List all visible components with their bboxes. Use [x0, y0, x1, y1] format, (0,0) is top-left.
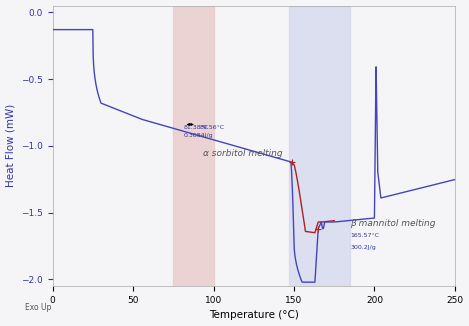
- Bar: [289, 6, 350, 286]
- Text: 89.56°C: 89.56°C: [200, 125, 225, 130]
- Bar: [174, 6, 213, 286]
- Text: 0.3684J/g: 0.3684J/g: [184, 133, 213, 138]
- Text: 165.57°C: 165.57°C: [350, 233, 379, 238]
- Text: 81.38°C: 81.38°C: [184, 125, 209, 130]
- X-axis label: Temperature (°C): Temperature (°C): [209, 310, 299, 320]
- Text: 300.2J/g: 300.2J/g: [350, 245, 376, 250]
- Text: Exo Up: Exo Up: [24, 303, 51, 312]
- Text: β mannitol melting: β mannitol melting: [350, 219, 436, 228]
- Y-axis label: Heat Flow (mW): Heat Flow (mW): [6, 104, 15, 187]
- Text: α sorbitol melting: α sorbitol melting: [203, 149, 282, 157]
